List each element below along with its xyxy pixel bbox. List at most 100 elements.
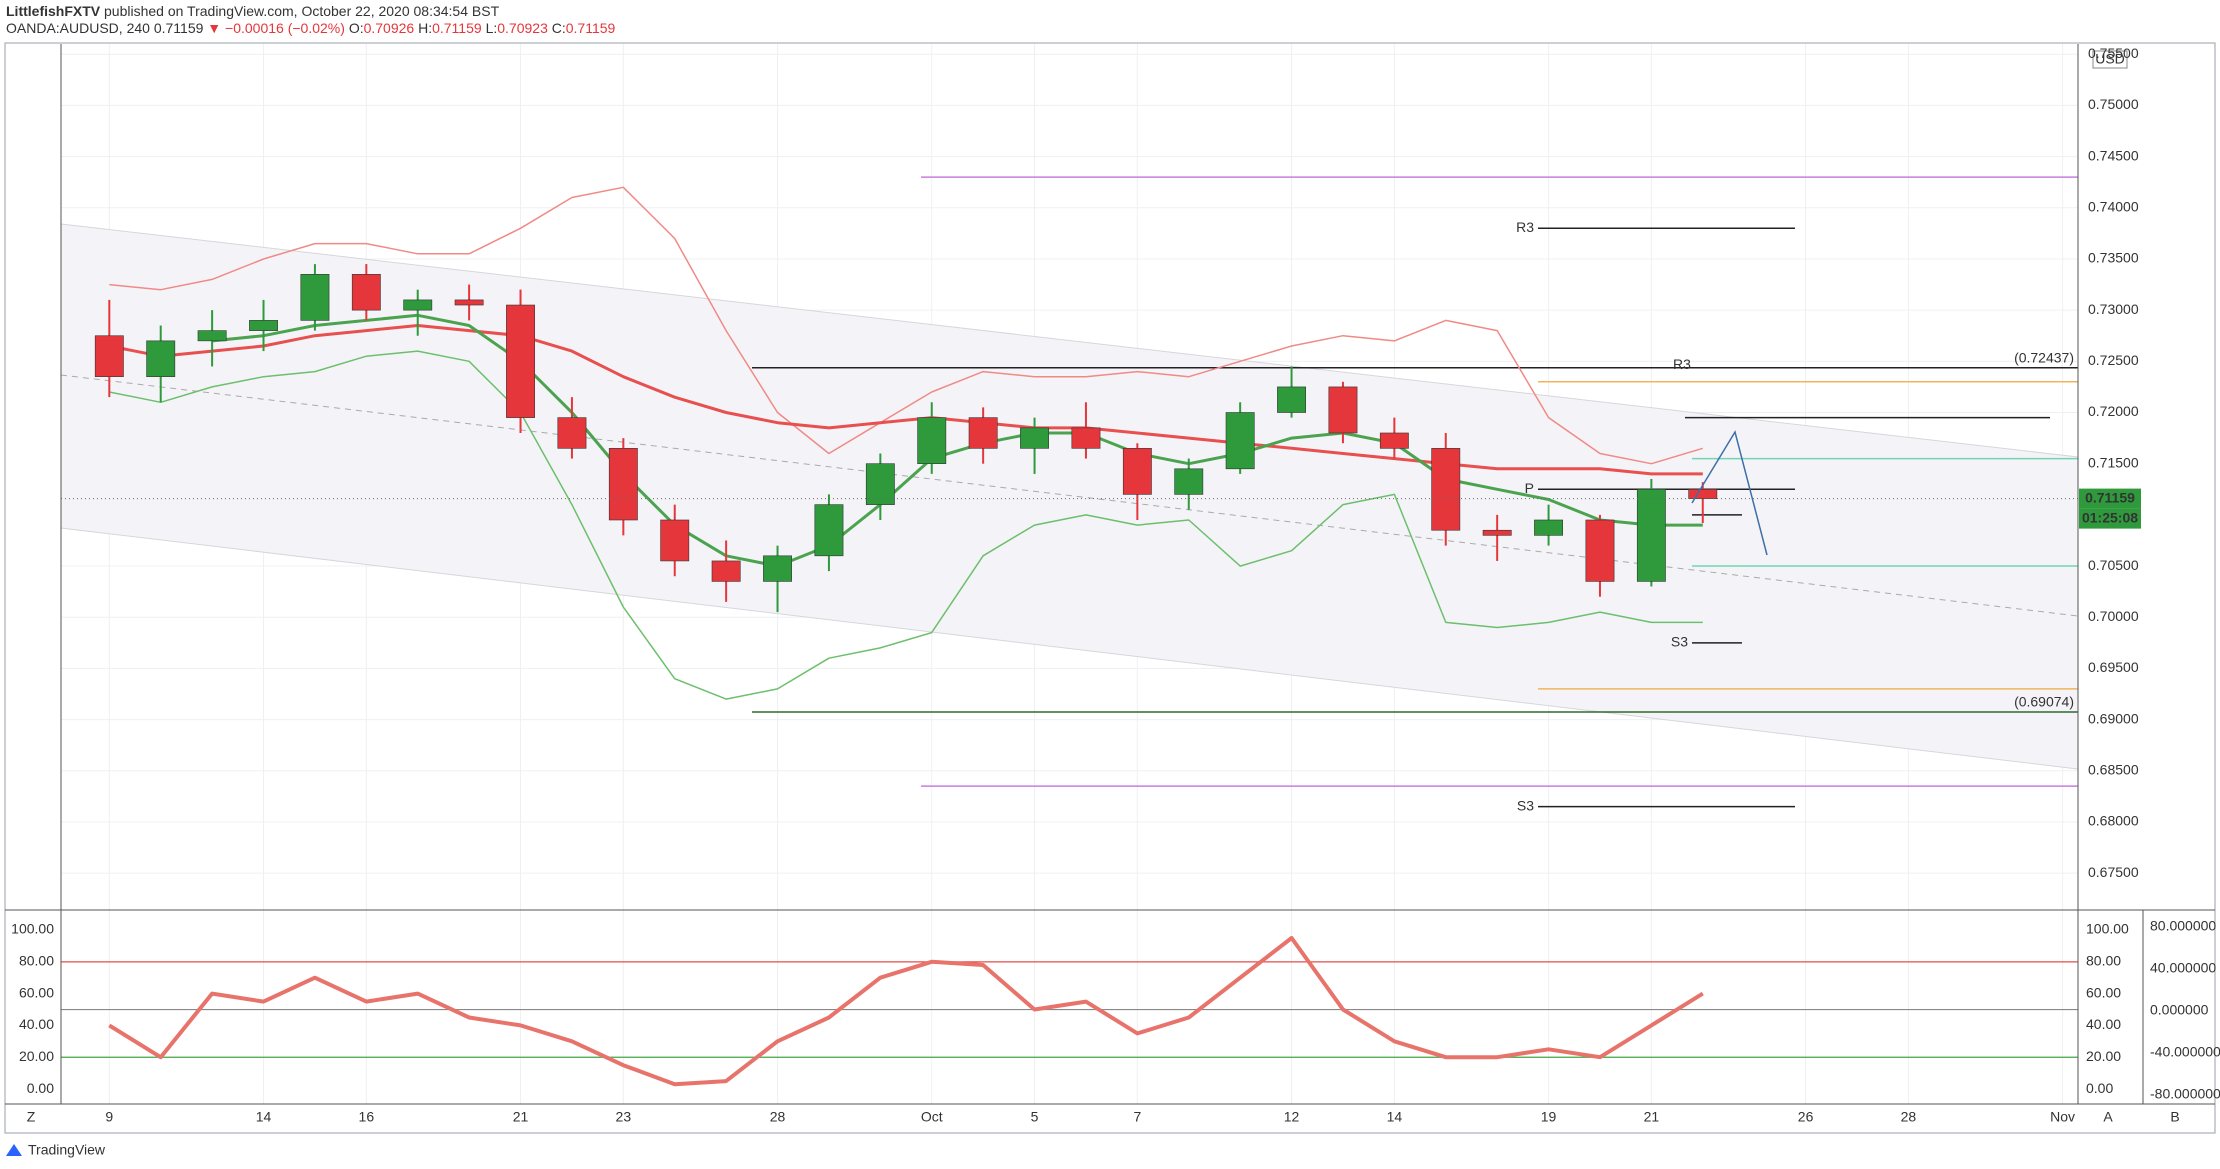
button-label[interactable]: Z (27, 1109, 36, 1125)
x-tick-label: Nov (2050, 1109, 2075, 1125)
x-tick-label: 14 (256, 1109, 272, 1125)
x-tick-label: 9 (105, 1109, 113, 1125)
y2-tick-label: 80.000000 (2150, 918, 2216, 934)
candle-body (1379, 432, 1409, 449)
candle-body (917, 417, 947, 464)
y-tick-label: 0.73000 (2088, 301, 2139, 317)
y-tick-label: 0.75500 (2088, 45, 2139, 61)
candle-body (1328, 386, 1358, 434)
candle-body (197, 330, 227, 342)
candle-body (1482, 529, 1512, 536)
candle-body (1122, 448, 1152, 495)
candle-body (711, 560, 741, 582)
ohlc-key: L: (486, 20, 498, 36)
ohlc-key: O: (349, 20, 364, 36)
y-tick-label: 0.72500 (2088, 352, 2139, 368)
level-label: R3 (1673, 356, 1691, 372)
button-label[interactable]: B (2170, 1109, 2179, 1125)
y-tick-label: 80.00 (19, 953, 54, 969)
candle-body (557, 417, 587, 449)
y-tick-label: 0.68500 (2088, 761, 2139, 777)
x-tick-label: 7 (1133, 1109, 1141, 1125)
y-tick-label: 0.00 (2086, 1080, 2113, 1096)
y-tick-label: 100.00 (11, 921, 54, 937)
channel-midline (60, 374, 2079, 617)
frame (4, 42, 2216, 1134)
candle-body (351, 274, 381, 311)
candle-body (865, 463, 895, 505)
symbol: OANDA:AUDUSD, 240 (6, 20, 150, 36)
projection-drawing (1691, 430, 1768, 556)
currency: USD (2095, 51, 2125, 67)
last-price-label: 0.71159 (2085, 489, 2135, 505)
candle-body (1636, 488, 1666, 582)
candle-body (968, 417, 998, 449)
candle-body (660, 519, 690, 562)
y-tick-label: 0.71500 (2088, 454, 2139, 470)
header-line-2: OANDA:AUDUSD, 240 0.71159 ▼ −0.00016 (−0… (6, 20, 616, 36)
x-tick-label: Oct (921, 1109, 943, 1125)
candle-body (1071, 427, 1101, 449)
y-tick-label: 40.00 (19, 1016, 54, 1032)
y-tick-label: 0.74000 (2088, 198, 2139, 214)
candle-body (1534, 519, 1563, 536)
ohlc-key: H: (418, 20, 432, 36)
series-line (109, 350, 1703, 700)
level-label: S3 (1517, 797, 1534, 813)
y-tick-label: 0.69000 (2088, 710, 2139, 726)
author: LittlefishFXTV (6, 3, 101, 19)
level-label: S3 (1671, 634, 1688, 650)
candle-body (454, 299, 484, 306)
y-tick-label: 100.00 (2086, 921, 2129, 937)
candle-body (94, 335, 124, 377)
brand-logo (6, 1144, 22, 1156)
y-tick-label: 0.70000 (2088, 608, 2139, 624)
candle-body (608, 448, 638, 521)
currency-badge (2092, 50, 2128, 69)
candle-body (1174, 468, 1204, 495)
ohlc-value: 0.70923 (497, 20, 548, 36)
level-label: (0.69074) (2014, 694, 2074, 710)
ohlc-value: 0.70926 (364, 20, 415, 36)
level-label: R3 (1516, 219, 1534, 235)
ohlc-key: C: (552, 20, 566, 36)
y-tick-label: 0.72000 (2088, 403, 2139, 419)
candle-body (249, 320, 278, 331)
plot-area: R3 (0.72437) R3 P S3 (0.69074) S3 (61, 176, 2078, 1087)
candle-body (403, 299, 433, 311)
y2-tick-label: -40.000000 (2150, 1044, 2220, 1060)
y2-tick-label: 0.000000 (2150, 1002, 2209, 1018)
level-label: P (1525, 480, 1534, 496)
y-tick-label: 0.67500 (2088, 864, 2139, 880)
x-tick-label: 23 (616, 1109, 632, 1125)
button-label[interactable]: A (2103, 1109, 2113, 1125)
change: ▼ −0.00016 (−0.02%) (207, 20, 345, 36)
x-tick-label: 19 (1541, 1109, 1557, 1125)
y-tick-label: 0.68000 (2088, 813, 2139, 829)
published: published on TradingView.com, October 22… (104, 3, 500, 19)
ohlc-value: 0.71159 (432, 20, 482, 36)
candle-body (146, 340, 176, 377)
y2-tick-label: -80.000000 (2150, 1086, 2220, 1102)
countdown-box (2079, 508, 2141, 529)
x-tick-label: 28 (770, 1109, 786, 1125)
candle-body (1225, 412, 1255, 470)
price: 0.71159 (154, 20, 204, 36)
x-tick-label: 16 (359, 1109, 375, 1125)
y2-tick-label: 40.000000 (2150, 960, 2216, 976)
series-line (108, 936, 1704, 1087)
series-line (109, 186, 1704, 465)
brand[interactable]: TradingView (28, 1142, 106, 1158)
candle-body (1585, 519, 1615, 582)
candle-body (1277, 386, 1306, 413)
y-tick-label: 0.69500 (2088, 659, 2139, 675)
candle-body (1020, 427, 1049, 449)
level-label: (0.72437) (2014, 349, 2074, 365)
candle-body (814, 504, 844, 557)
y-tick-label: 0.75000 (2088, 96, 2139, 112)
y-tick-label: 0.73500 (2088, 250, 2139, 266)
y-tick-label: 20.00 (2086, 1048, 2121, 1064)
y-tick-label: 20.00 (19, 1048, 54, 1064)
y-tick-label: 60.00 (19, 984, 54, 1000)
